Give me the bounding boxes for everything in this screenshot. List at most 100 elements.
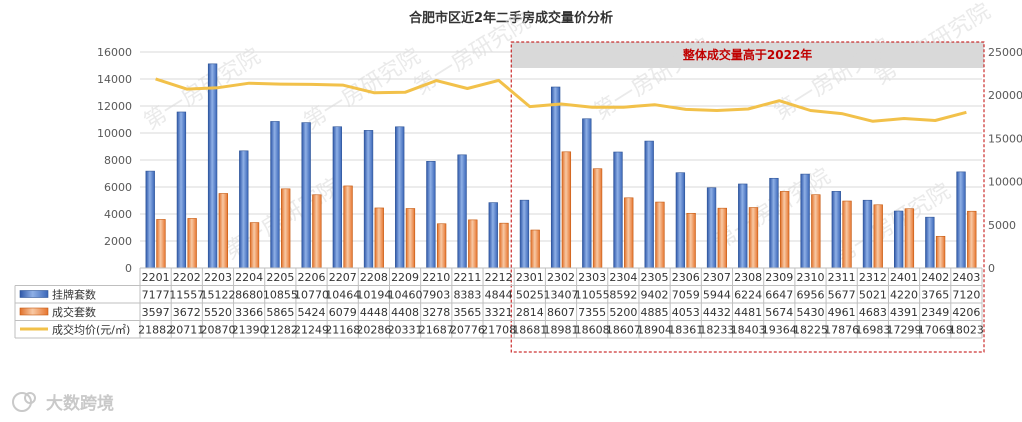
- table-cell: 5200: [609, 306, 637, 319]
- x-tick-label: 2402: [921, 271, 949, 284]
- x-tick-label: 2302: [547, 271, 575, 284]
- bar-listing: [176, 111, 187, 269]
- bar-listing: [363, 130, 374, 269]
- y-left-tick-label: 12000: [97, 100, 132, 113]
- table-cell: 5430: [796, 306, 824, 319]
- bar-deal: [530, 229, 540, 269]
- logo-icon: [24, 392, 36, 404]
- y-right-tick-label: 5000: [988, 219, 1016, 232]
- bar-deal: [436, 223, 447, 269]
- x-tick-label: 2211: [453, 271, 481, 284]
- brand-logo: 大数跨境: [12, 392, 114, 414]
- bar-deal: [904, 208, 915, 269]
- bar-deal: [405, 208, 416, 269]
- bar-listing: [925, 216, 935, 269]
- table-cell: 5944: [703, 289, 731, 302]
- x-tick-label: 2312: [859, 271, 887, 284]
- legend-key-deal: [19, 307, 49, 316]
- table-cell: 7120: [952, 289, 980, 302]
- table-cell: 18904: [637, 324, 672, 337]
- bar-deal: [156, 219, 166, 269]
- bar-listing: [769, 177, 779, 269]
- x-tick-label: 2203: [204, 271, 232, 284]
- table-cell: 5424: [298, 306, 326, 319]
- table-cell: 2814: [516, 306, 544, 319]
- legend-key-listing: [19, 290, 49, 298]
- bar-deal: [811, 194, 821, 269]
- x-tick-label: 2403: [952, 271, 980, 284]
- x-tick-label: 2309: [765, 271, 793, 284]
- table-cell: 10460: [388, 289, 423, 302]
- table-cell: 18361: [668, 324, 703, 337]
- table-cell: 3765: [921, 289, 949, 302]
- bar-deal: [592, 168, 603, 269]
- x-tick-label: 2207: [329, 271, 357, 284]
- x-tick-label: 2308: [734, 271, 762, 284]
- bar-deal: [468, 219, 478, 269]
- table-cell: 13407: [544, 289, 579, 302]
- y-right-tick-label: 0: [988, 262, 995, 275]
- annotation-banner: [511, 42, 984, 68]
- bar-deal: [748, 207, 759, 269]
- table-cell: 8592: [609, 289, 637, 302]
- bar-listing: [239, 150, 249, 269]
- table-cell: 4961: [828, 306, 856, 319]
- table-cell: 21687: [419, 324, 454, 337]
- x-tick-label: 2306: [672, 271, 700, 284]
- bar-deal: [343, 185, 353, 269]
- table-cell: 7059: [672, 289, 700, 302]
- x-tick-label: 2310: [796, 271, 824, 284]
- legend-label: 挂牌套数: [52, 288, 96, 302]
- table-cell: 4206: [952, 306, 980, 319]
- bar-listing: [706, 187, 717, 269]
- chart-title: 合肥市区近2年二手房成交量价分析: [409, 10, 613, 26]
- table-cell: 5677: [828, 289, 856, 302]
- table-cell: 3278: [422, 306, 450, 319]
- bar-deal: [499, 222, 509, 269]
- table-cell: 11055: [575, 289, 610, 302]
- table-cell: 10464: [325, 289, 360, 302]
- bar-deal: [779, 191, 790, 269]
- x-tick-label: 2206: [298, 271, 326, 284]
- table-cell: 21168: [325, 324, 360, 337]
- table-cell: 4481: [734, 306, 762, 319]
- table-cell: 4053: [672, 306, 700, 319]
- bar-listing: [301, 122, 311, 269]
- table-cell: 15122: [200, 289, 235, 302]
- bar-listing: [426, 161, 436, 269]
- x-tick-label: 2202: [173, 271, 201, 284]
- table-cell: 4448: [360, 306, 388, 319]
- table-cell: 20331: [388, 324, 423, 337]
- bar-listing: [956, 171, 966, 269]
- y-right-tick-label: 15000: [988, 132, 1022, 145]
- y-left-tick-label: 8000: [104, 154, 132, 167]
- bar-listing: [457, 154, 467, 269]
- bar-deal: [374, 207, 384, 269]
- x-tick-label: 2303: [578, 271, 606, 284]
- bar-listing: [270, 121, 280, 269]
- bar-listing: [395, 126, 405, 269]
- x-tick-label: 2305: [641, 271, 669, 284]
- bar-listing: [675, 172, 686, 269]
- table-cell: 18403: [731, 324, 766, 337]
- table-cell: 5865: [266, 306, 294, 319]
- brand-text: 大数跨境: [46, 393, 114, 414]
- bar-listing: [332, 126, 343, 269]
- bar-listing: [145, 170, 155, 269]
- bar-listing: [550, 86, 561, 269]
- bar-deal: [187, 218, 197, 269]
- table-cell: 6647: [765, 289, 793, 302]
- table-cell: 20286: [356, 324, 391, 337]
- table-cell: 21249: [294, 324, 329, 337]
- y-right-tick-label: 10000: [988, 176, 1022, 189]
- bar-deal: [561, 151, 572, 269]
- table-cell: 21390: [232, 324, 267, 337]
- y-left-tick-label: 4000: [104, 208, 132, 221]
- x-tick-label: 2210: [422, 271, 450, 284]
- x-tick-label: 2301: [516, 271, 544, 284]
- table-cell: 8680: [235, 289, 263, 302]
- bar-listing: [519, 199, 530, 269]
- bar-deal: [281, 188, 291, 269]
- legend-label: 成交均价(元/㎡): [52, 323, 130, 337]
- bar-listing: [800, 173, 810, 269]
